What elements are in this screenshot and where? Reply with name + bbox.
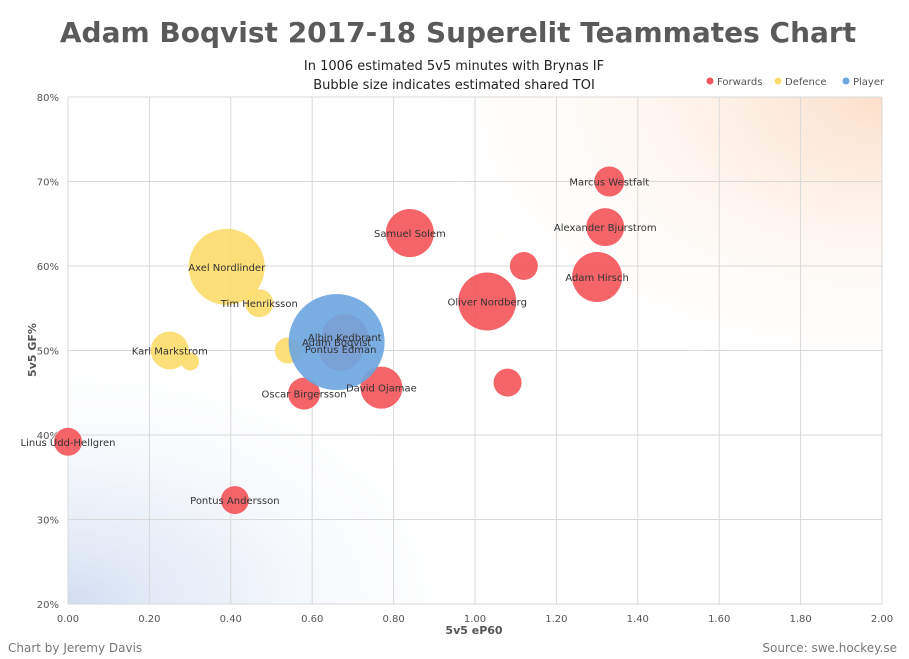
x-tick-label: 0.60 bbox=[301, 614, 323, 625]
bubble-label: Alexander Bjurstrom bbox=[554, 223, 657, 234]
x-tick-label: 1.60 bbox=[708, 614, 730, 625]
x-tick-label: 1.00 bbox=[464, 614, 486, 625]
bubble-defence bbox=[150, 331, 189, 370]
bubble-forwards bbox=[586, 208, 625, 247]
bubble-labels: Marcus Westfalt Alexander Bjurstrom Samuel… bbox=[21, 178, 657, 508]
y-axis-label: 5v5 GF% bbox=[26, 323, 39, 377]
x-tick-label: 0.40 bbox=[220, 614, 242, 625]
bubble-label: Oscar Birgersson bbox=[262, 390, 347, 401]
bubbles bbox=[54, 166, 625, 515]
y-tick-label: 30% bbox=[37, 516, 59, 527]
chart-subtitle-line-1: In 1006 estimated 5v5 minutes with Bryna… bbox=[304, 59, 604, 74]
legend-label-player: Player bbox=[853, 77, 885, 88]
bubble-label: Adam Boqvist bbox=[302, 338, 371, 349]
chart-title: Adam Boqvist 2017-18 Superelit Teammates… bbox=[60, 16, 856, 49]
legend: Forwards Defence Player bbox=[706, 77, 885, 88]
x-tick-label: 0.80 bbox=[382, 614, 404, 625]
bubble-label: Karl Markstrom bbox=[132, 347, 208, 358]
x-tick-label: 0.20 bbox=[138, 614, 160, 625]
footer-credit: Chart by Jeremy Davis bbox=[8, 641, 142, 655]
chart-subtitle-line-2: Bubble size indicates estimated shared T… bbox=[313, 78, 595, 93]
legend-marker-forwards bbox=[706, 77, 714, 85]
bubble-label: Tim Henriksson bbox=[220, 299, 298, 310]
bubble-forwards bbox=[509, 252, 538, 280]
bubble-label: Pontus Edman bbox=[305, 345, 377, 356]
bubble-label: Albin Kedbrant bbox=[308, 333, 382, 344]
bubble-forwards bbox=[220, 486, 249, 515]
bubble-forwards bbox=[458, 272, 517, 331]
bubble-label: Samuel Solem bbox=[374, 229, 446, 240]
bubble-forwards bbox=[385, 209, 434, 258]
bubble-player bbox=[288, 294, 385, 391]
x-tick-label: 1.80 bbox=[789, 614, 811, 625]
y-tick-label: 50% bbox=[37, 347, 59, 358]
footer-source: Source: swe.hockey.se bbox=[762, 641, 897, 655]
y-tick-label: 20% bbox=[37, 600, 59, 611]
legend-marker-player bbox=[842, 77, 850, 85]
bubble-forwards bbox=[594, 166, 625, 197]
legend-label-forwards: Forwards bbox=[717, 77, 762, 88]
legend-label-defence: Defence bbox=[785, 77, 827, 88]
bubble-label: Linus Udd-Hellgren bbox=[21, 438, 116, 449]
bubble-defence bbox=[181, 352, 200, 371]
bubble-defence bbox=[245, 289, 274, 318]
bubble-forwards bbox=[360, 366, 403, 409]
bubble-label: Marcus Westfalt bbox=[569, 178, 649, 189]
y-tick-label: 60% bbox=[37, 262, 59, 273]
x-tick-label: 1.40 bbox=[627, 614, 649, 625]
legend-marker-defence bbox=[774, 77, 782, 85]
bubble-label: Adam Hirsch bbox=[565, 273, 629, 284]
bubble-label: Pontus Andersson bbox=[190, 496, 279, 507]
y-tick-label: 40% bbox=[37, 431, 59, 442]
y-tick-label: 70% bbox=[37, 178, 59, 189]
bubble-defence bbox=[188, 228, 265, 305]
x-tick-label: 2.00 bbox=[871, 614, 893, 625]
bubble-forwards bbox=[54, 427, 82, 456]
bubble-forwards bbox=[288, 377, 321, 410]
bubble-forwards bbox=[572, 251, 623, 302]
y-tick-labels: 20% 30% 40% 50% 60% 70% 80% bbox=[37, 93, 59, 611]
bubble-forwards bbox=[493, 368, 522, 397]
y-tick-label: 80% bbox=[37, 93, 59, 104]
x-tick-label: 0.00 bbox=[57, 614, 79, 625]
x-tick-label: 1.20 bbox=[545, 614, 567, 625]
x-tick-labels: 0.00 0.20 0.40 0.60 0.80 1.00 1.20 1.40 1.60 1.80… bbox=[57, 614, 893, 625]
bubble-label: Axel Nordlinder bbox=[188, 263, 266, 274]
bubble-label: Oliver Nordberg bbox=[447, 297, 526, 308]
gridlines bbox=[67, 96, 883, 605]
x-axis-label: 5v5 eP60 bbox=[445, 624, 502, 637]
bubble-label: David Ojamae bbox=[346, 384, 417, 395]
